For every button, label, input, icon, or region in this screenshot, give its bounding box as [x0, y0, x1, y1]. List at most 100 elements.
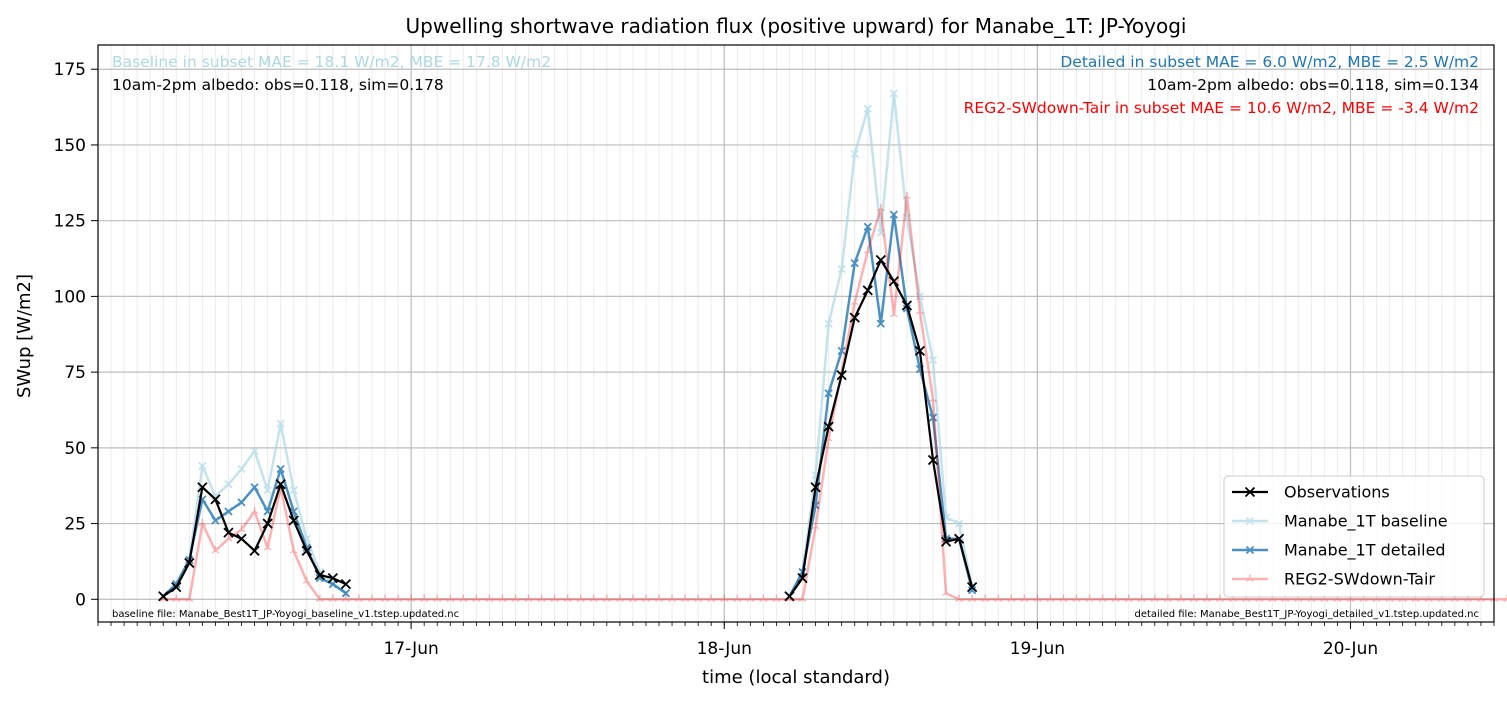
data-point [746, 594, 755, 602]
data-point [328, 580, 337, 589]
data-point [928, 413, 938, 422]
data-point [263, 486, 272, 495]
data-point [1033, 594, 1042, 602]
legend-label: Manabe_1T baseline [1284, 512, 1448, 532]
data-point [1007, 594, 1016, 602]
data-point [302, 576, 311, 584]
data-point [759, 594, 768, 602]
data-point [863, 246, 872, 254]
y-tick-label: 75 [64, 363, 86, 383]
data-point [250, 446, 259, 456]
data-point [629, 594, 637, 602]
legend-swatch [1232, 545, 1268, 555]
data-point [211, 546, 220, 554]
data-point [1216, 594, 1224, 602]
data-point [1163, 594, 1172, 602]
y-tick-label: 125 [54, 212, 86, 232]
data-point [275, 479, 286, 490]
data-point [394, 594, 402, 602]
data-point [589, 594, 598, 602]
data-point [889, 89, 898, 98]
x-tick-label: 17-Jun [383, 639, 438, 659]
annotation-baseline-albedo: 10am-2pm albedo: obs=0.118, sim=0.178 [112, 76, 444, 94]
data-point [224, 507, 233, 516]
data-point [342, 594, 350, 602]
data-point [772, 594, 781, 602]
data-point [811, 522, 820, 530]
data-point [289, 546, 298, 554]
legend-label: Observations [1284, 483, 1390, 502]
data-point [276, 464, 285, 474]
data-point [837, 264, 846, 274]
data-point [355, 594, 363, 602]
annotation-baseline-file: baseline file: Manabe_Best1T_JP-Yoyogi_b… [112, 609, 459, 620]
data-point [237, 498, 246, 507]
data-point [433, 594, 442, 602]
x-axis-label: time (local standard) [702, 667, 890, 688]
data-point [250, 483, 259, 492]
data-point [850, 149, 859, 159]
data-point [368, 594, 376, 602]
data-point [198, 461, 207, 471]
data-point [916, 307, 924, 315]
y-axis: 0 25 50 75 100 125 150 175 [54, 60, 98, 610]
data-point [720, 594, 729, 602]
data-point [1177, 594, 1185, 602]
data-point [511, 594, 520, 602]
data-point [733, 594, 742, 602]
data-point [915, 292, 925, 301]
data-point [1203, 594, 1211, 602]
data-point [485, 594, 494, 602]
data-point [262, 518, 273, 529]
plot-area [97, 45, 1507, 622]
data-point [707, 594, 716, 602]
data-point [1503, 594, 1507, 602]
plot-frame [97, 44, 1495, 623]
x-tick-label: 20-Jun [1323, 639, 1378, 659]
data-point [301, 545, 312, 556]
data-point [327, 572, 338, 584]
data-point [184, 557, 195, 569]
data-point [824, 389, 833, 398]
data-point [823, 421, 834, 432]
data-point [340, 579, 352, 590]
data-point [407, 594, 415, 602]
data-point [315, 594, 324, 602]
data-point [249, 545, 260, 556]
data-point [966, 582, 978, 593]
data-point [994, 594, 1003, 602]
series-reg2-swdown-tair [159, 191, 1507, 602]
data-point [224, 534, 233, 542]
data-point [341, 589, 351, 598]
data-point [498, 594, 507, 602]
data-point [1124, 594, 1133, 602]
data-point [1190, 594, 1198, 602]
data-point [849, 312, 860, 323]
data-point [875, 254, 886, 266]
annotation-detailed-stats: Detailed in subset MAE = 6.0 W/m2, MBE =… [1060, 53, 1479, 71]
x-tick-label: 19-Jun [1010, 639, 1065, 659]
annotation-detailed-albedo: 10am-2pm albedo: obs=0.118, sim=0.134 [1147, 76, 1479, 94]
data-point [172, 594, 181, 602]
legend-swatch [1232, 516, 1268, 526]
data-point [1059, 594, 1068, 602]
data-point [1072, 594, 1081, 602]
data-point [1111, 594, 1120, 602]
data-point [642, 594, 650, 602]
data-point [876, 228, 885, 237]
series-manabe-1t-baseline [159, 89, 977, 601]
data-point [862, 285, 873, 296]
data-point [602, 594, 611, 602]
data-point [836, 370, 847, 381]
data-point [381, 594, 389, 602]
data-point [668, 594, 676, 602]
data-point [210, 494, 221, 505]
annotation-baseline-stats: Baseline in subset MAE = 18.1 W/m2, MBE … [112, 53, 551, 71]
y-axis-label: SWup [W/m2] [14, 274, 35, 398]
data-point [955, 594, 963, 602]
data-point [928, 355, 938, 365]
data-point [288, 515, 299, 526]
data-point [276, 419, 285, 428]
legend-box [1223, 475, 1485, 598]
data-point [655, 594, 663, 602]
